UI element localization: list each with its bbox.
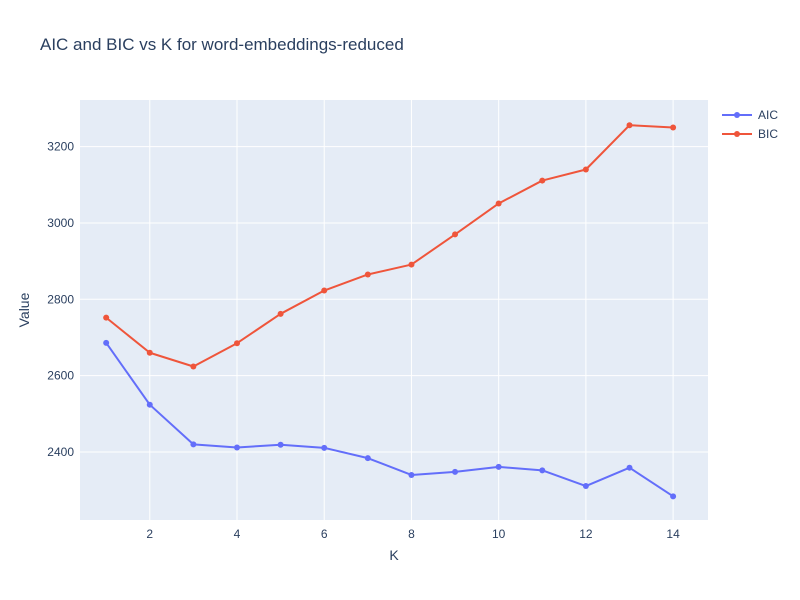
data-point-aic[interactable] [408,471,415,478]
data-point-aic[interactable] [103,339,110,346]
data-point-aic[interactable] [452,468,459,475]
series-aic [103,339,677,500]
x-tick-label: 6 [321,527,328,541]
legend-marker-icon [734,131,740,137]
data-point-aic[interactable] [146,401,153,408]
data-point-bic[interactable] [582,166,589,173]
y-axis-title: Value [16,292,32,327]
legend[interactable]: AIC BIC [722,108,778,141]
data-point-bic[interactable] [408,261,415,268]
x-tick-label: 2 [146,527,153,541]
x-tick-label: 12 [579,527,593,541]
y-tick-label: 2400 [47,445,74,459]
legend-marker-icon [734,112,740,118]
data-point-bic[interactable] [670,124,677,131]
data-point-bic[interactable] [626,122,633,129]
data-point-bic[interactable] [103,314,110,321]
series-line-aic [105,342,674,498]
y-gridlines [80,146,708,453]
data-point-aic[interactable] [190,441,197,448]
data-point-aic[interactable] [234,444,240,451]
data-point-aic[interactable] [277,441,284,448]
plot-area [80,100,708,520]
legend-label: BIC [758,127,778,141]
x-tick-label: 10 [492,527,506,541]
data-point-aic[interactable] [364,455,371,462]
data-point-aic[interactable] [670,493,677,500]
chart-title: AIC and BIC vs K for word-embeddings-red… [40,35,404,54]
data-point-bic[interactable] [539,177,546,184]
data-point-bic[interactable] [452,231,459,238]
data-point-bic[interactable] [146,349,153,356]
legend-item-bic[interactable]: BIC [722,127,778,141]
series-layer [103,122,677,500]
data-point-bic[interactable] [190,363,197,370]
data-point-bic[interactable] [321,287,328,294]
series-line-bic [105,124,674,368]
data-point-bic[interactable] [234,340,240,347]
data-point-aic[interactable] [495,463,502,470]
data-point-aic[interactable] [626,464,633,471]
data-point-bic[interactable] [495,200,502,207]
series-bic [103,122,677,370]
data-point-bic[interactable] [277,310,284,317]
x-tick-label: 4 [234,527,241,541]
legend-item-aic[interactable]: AIC [722,108,778,122]
x-tick-label: 8 [408,527,415,541]
x-tick-labels: 2 4 6 8 10 12 14 [146,527,680,541]
y-tick-label: 2800 [47,292,74,306]
data-point-bic[interactable] [364,271,371,278]
y-tick-labels: 2400 2600 2800 3000 3200 [47,140,74,459]
data-point-aic[interactable] [539,467,546,474]
y-tick-label: 2600 [47,369,74,383]
data-point-aic[interactable] [321,444,328,451]
legend-label: AIC [758,108,778,122]
data-point-aic[interactable] [582,483,589,490]
x-axis-title: K [389,547,399,563]
y-tick-label: 3000 [47,216,74,230]
x-tick-label: 14 [666,527,680,541]
y-tick-label: 3200 [47,140,74,154]
